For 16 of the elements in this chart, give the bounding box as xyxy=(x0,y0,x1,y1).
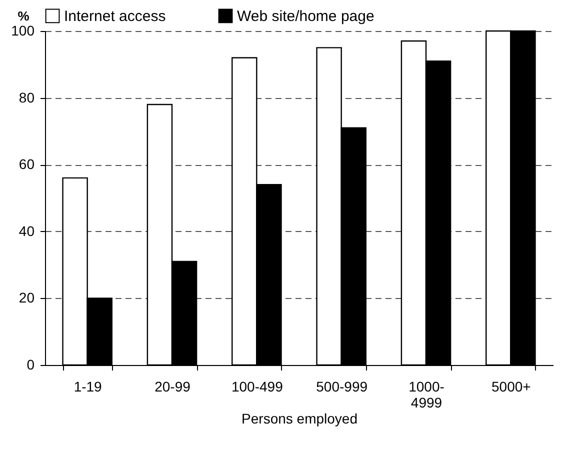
y-tick-label: 100 xyxy=(11,22,35,38)
x-tick-label: 100-499 xyxy=(231,378,284,394)
x-axis-title: Persons employed xyxy=(242,410,358,426)
x-tick-label: 5000+ xyxy=(492,378,531,394)
y-tick-label: 40 xyxy=(18,222,35,239)
legend-label: Web site/home page xyxy=(237,8,374,25)
y-tick-label: 20 xyxy=(18,290,35,306)
x-tick-label: 1000- 4999 xyxy=(408,378,445,410)
x-tick-label: 1-19 xyxy=(74,378,102,394)
y-axis-title: % xyxy=(18,8,30,24)
x-tick-label: 500-999 xyxy=(316,378,368,394)
y-tick-label: 0 xyxy=(26,356,35,372)
legend-label: Internet access xyxy=(64,8,166,25)
y-tick-label: 60 xyxy=(18,156,35,172)
y-tick-label: 80 xyxy=(18,89,35,106)
x-tick-label: 20-99 xyxy=(154,378,191,394)
